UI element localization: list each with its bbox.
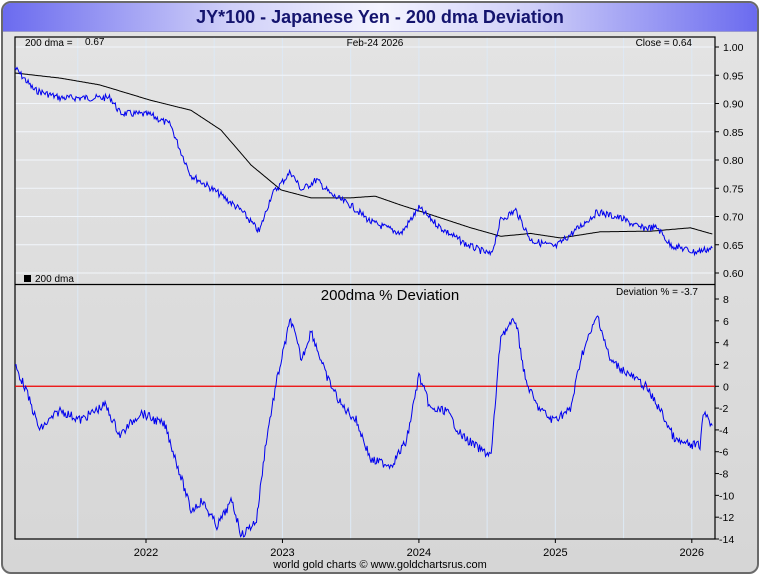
date-label: Feb-24 2026 <box>347 38 404 49</box>
deviation-tick-label: 2 <box>723 359 729 371</box>
price-line <box>14 66 713 257</box>
close-label: Close = 0.64 <box>636 38 693 49</box>
deviation-tick-label: 0 <box>723 381 729 393</box>
dma-line <box>14 72 713 239</box>
footer-credit: world gold charts © www.goldchartsrus.co… <box>272 559 487 571</box>
legend-label: 200 dma <box>35 274 74 285</box>
deviation-tick-label: -12 <box>719 512 734 524</box>
x-tick-label: 2025 <box>543 547 567 559</box>
chart-title: JY*100 - Japanese Yen - 200 dma Deviatio… <box>196 7 564 27</box>
deviation-tick-label: -4 <box>719 425 728 437</box>
deviation-title: 200dma % Deviation <box>321 287 459 304</box>
deviation-tick-label: -8 <box>719 469 728 481</box>
dma-value: 0.67 <box>85 37 105 48</box>
price-tick-label: 0.75 <box>723 183 744 195</box>
deviation-annotation: Deviation % = -3.7 <box>616 287 698 298</box>
price-tick-label: 0.60 <box>723 268 744 280</box>
price-tick-label: 0.85 <box>723 127 744 139</box>
plot-border <box>14 36 716 540</box>
chart-marks: 2022 2023 2024 2025 2026 1.00 0.95 0.90 0.85 0.80… <box>14 42 744 559</box>
deviation-tick-label: 4 <box>723 338 729 350</box>
price-tick-label: 1.00 <box>723 42 744 54</box>
price-tick-label: 0.80 <box>723 155 744 167</box>
x-tick-label: 2023 <box>270 547 294 559</box>
deviation-tick-label: -2 <box>719 403 728 415</box>
price-tick-label: 0.90 <box>723 99 744 111</box>
deviation-tick-label: 6 <box>723 316 729 328</box>
deviation-tick-label: -14 <box>719 534 734 546</box>
price-tick-label: 0.65 <box>723 240 744 252</box>
dma-label: 200 dma = <box>25 38 73 49</box>
title-bar: JY*100 - Japanese Yen - 200 dma Deviatio… <box>3 3 757 32</box>
legend-swatch <box>24 275 31 282</box>
gridlines <box>15 37 715 539</box>
x-tick-label: 2026 <box>680 547 704 559</box>
price-tick-label: 0.95 <box>723 70 744 82</box>
deviation-line <box>14 315 713 538</box>
deviation-tick-label: -10 <box>719 490 734 502</box>
x-tick-label: 2022 <box>134 547 158 559</box>
deviation-tick-label: 8 <box>723 294 729 306</box>
deviation-tick-label: -6 <box>719 447 728 459</box>
price-tick-label: 0.70 <box>723 212 744 224</box>
x-tick-label: 2024 <box>407 547 431 559</box>
